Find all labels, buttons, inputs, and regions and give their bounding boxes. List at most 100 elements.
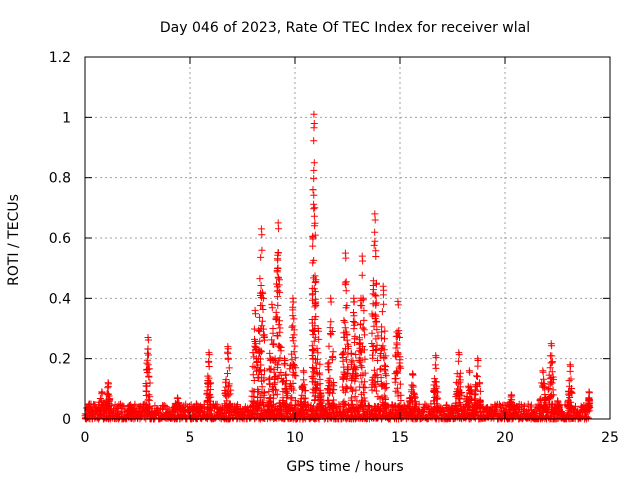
roti-point xyxy=(274,219,282,227)
roti-point xyxy=(250,398,258,406)
roti-point xyxy=(328,401,336,409)
y-tick-label: 1 xyxy=(62,110,71,126)
roti-point xyxy=(379,399,387,407)
roti-point xyxy=(356,336,363,344)
roti-point xyxy=(396,380,404,388)
y-tick-label: 0.6 xyxy=(49,231,71,247)
roti-point xyxy=(329,386,337,394)
roti-point xyxy=(548,359,556,367)
roti-point xyxy=(255,388,263,396)
roti-point xyxy=(465,403,473,411)
roti-point xyxy=(372,247,380,255)
roti-point xyxy=(392,375,400,383)
roti-point xyxy=(422,402,430,410)
roti-point xyxy=(372,371,380,379)
roti-point xyxy=(475,402,483,410)
roti-point xyxy=(456,369,464,377)
roti-point xyxy=(567,362,574,370)
roti-point xyxy=(257,253,265,261)
roti-point xyxy=(177,405,185,413)
roti-point xyxy=(298,391,306,399)
roti-point xyxy=(277,405,285,413)
roti-point xyxy=(275,321,283,329)
roti-point xyxy=(327,298,335,306)
roti-point xyxy=(378,334,386,342)
roti-point xyxy=(274,265,282,272)
roti-point xyxy=(162,402,170,410)
roti-point xyxy=(394,369,402,377)
roti-point xyxy=(351,319,359,327)
roti-point xyxy=(566,394,574,401)
roti-point xyxy=(342,345,349,353)
roti-point xyxy=(276,317,283,325)
roti-point xyxy=(265,365,273,373)
roti-point xyxy=(289,380,297,387)
roti-point xyxy=(286,365,294,373)
roti-point xyxy=(473,372,480,380)
roti-point xyxy=(310,368,317,376)
roti-point xyxy=(396,353,404,361)
roti-point xyxy=(361,384,369,392)
roti-point xyxy=(250,325,258,333)
roti-point xyxy=(585,396,593,403)
roti-point xyxy=(300,368,308,376)
roti-point xyxy=(204,398,211,406)
roti-point xyxy=(273,283,281,291)
roti-point xyxy=(377,346,385,354)
roti-point xyxy=(256,275,264,283)
roti-point xyxy=(350,325,358,333)
roti-point xyxy=(106,395,114,403)
roti-point xyxy=(97,398,105,406)
roti-point xyxy=(382,372,390,380)
roti-point xyxy=(350,365,358,373)
roti-point xyxy=(274,374,282,382)
roti-point xyxy=(476,398,484,406)
roti-point xyxy=(361,369,369,377)
roti-point xyxy=(96,395,104,402)
roti-point xyxy=(309,331,317,339)
roti-point xyxy=(352,351,360,358)
roti-point xyxy=(586,404,594,411)
roti-point xyxy=(341,279,349,287)
roti-point xyxy=(382,383,390,391)
roti-point xyxy=(565,377,573,385)
roti-point xyxy=(397,405,405,413)
roti-point xyxy=(352,366,360,374)
roti-point xyxy=(265,388,273,396)
roti-point xyxy=(539,368,547,376)
roti-point xyxy=(188,408,196,415)
roti-point xyxy=(289,298,297,306)
roti-point xyxy=(309,347,317,355)
roti-point xyxy=(373,317,381,325)
roti-point xyxy=(288,394,296,402)
roti-point xyxy=(146,403,153,411)
roti-point xyxy=(374,332,382,340)
roti-point xyxy=(253,359,261,366)
roti-point xyxy=(313,344,321,352)
x-tick-label: 15 xyxy=(391,430,409,446)
roti-point xyxy=(265,407,273,415)
roti-point xyxy=(271,355,279,363)
roti-point xyxy=(357,372,365,379)
roti-point xyxy=(349,370,357,378)
roti-point xyxy=(205,351,213,359)
roti-point xyxy=(308,407,316,415)
roti-point xyxy=(370,366,378,374)
roti-point xyxy=(258,399,266,407)
roti-point xyxy=(250,377,258,384)
roti-point xyxy=(410,390,418,398)
roti-point xyxy=(541,403,549,411)
roti-point xyxy=(409,371,417,379)
roti-point xyxy=(350,312,358,320)
roti-point xyxy=(308,316,316,323)
roti-point xyxy=(455,399,463,407)
roti-point xyxy=(359,257,367,265)
roti-point xyxy=(310,205,318,213)
roti-point xyxy=(308,352,316,359)
roti-point xyxy=(94,404,102,412)
roti-point xyxy=(372,299,380,307)
roti-point xyxy=(340,368,348,376)
roti-point xyxy=(371,291,379,299)
roti-point xyxy=(360,316,368,324)
roti-point xyxy=(343,356,351,364)
